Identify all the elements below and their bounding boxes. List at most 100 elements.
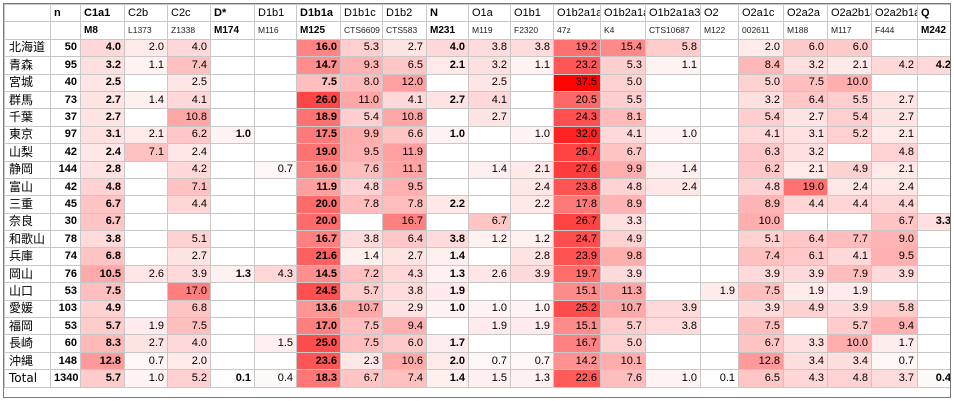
frequency-cell: 2.0 (167, 351, 211, 371)
sample-count: 40 (50, 73, 81, 92)
frequency-cell: 0.1 (700, 369, 739, 388)
frequency-cell: 4.2 (917, 56, 950, 75)
marker-label: M117 (827, 21, 872, 40)
frequency-cell: 12.0 (382, 73, 427, 92)
frequency-cell: 2.6 (124, 264, 168, 284)
frequency-cell (210, 317, 255, 336)
frequency-cell: 19.7 (553, 264, 601, 284)
frequency-cell: 0.1 (210, 369, 255, 388)
frequency-cell: 7.6 (600, 369, 646, 388)
prefecture-name: 福岡 (4, 317, 51, 336)
frequency-cell: 10.1 (600, 351, 646, 371)
frequency-cell: 2.9 (382, 299, 427, 319)
frequency-cell: 7.4 (738, 247, 784, 266)
column-header: O2a2b1a1 (827, 4, 872, 23)
frequency-cell (210, 56, 255, 75)
frequency-cell: 4.8 (738, 177, 784, 197)
frequency-cell (254, 125, 297, 145)
frequency-cell: 2.7 (124, 334, 168, 353)
sample-count: 148 (50, 351, 81, 371)
table-row: 北海道 50 4.0 2.0 4.0 16.0 5.3 2.7 4.0 3.8 3.8 19.2 15.… (4, 38, 950, 58)
frequency-cell: 2.7 (382, 247, 427, 266)
table-row: 長崎 60 8.3 2.7 4.0 1.5 25.0 7.5 6.0 1.7 16.7 5.0 6.7 3… (4, 334, 950, 353)
frequency-cell: 16.7 (382, 212, 427, 232)
frequency-cell: 9.8 (600, 247, 646, 266)
frequency-cell: 1.4 (340, 247, 383, 266)
frequency-cell: 5.3 (340, 38, 383, 58)
frequency-cell: 16.0 (296, 38, 341, 58)
frequency-cell: 4.0 (167, 38, 211, 58)
sample-count: 60 (50, 334, 81, 353)
frequency-cell: 25.0 (296, 334, 341, 353)
frequency-cell: 3.9 (827, 299, 872, 319)
frequency-cell (210, 212, 255, 232)
frequency-cell: 7.9 (827, 264, 872, 284)
frequency-cell: 22.6 (553, 369, 601, 388)
frequency-cell: 1.4 (645, 160, 701, 179)
frequency-cell: 2.7 (167, 247, 211, 266)
table-row: 千葉 37 2.7 10.8 18.9 5.4 10.8 2.7 24.3 8.1 5.4 2.7 5.… (4, 108, 950, 127)
frequency-cell (700, 351, 739, 371)
frequency-cell (700, 317, 739, 336)
frequency-cell: 10.8 (167, 108, 211, 127)
prefecture-name: 富山 (4, 177, 51, 197)
sample-count: 95 (50, 56, 81, 75)
frequency-cell: 5.8 (871, 299, 918, 319)
frequency-cell (124, 230, 168, 249)
frequency-cell: 2.2 (510, 195, 554, 214)
frequency-cell: 7.1 (167, 177, 211, 197)
frequency-cell: 10.0 (827, 73, 872, 92)
frequency-cell (340, 212, 383, 232)
frequency-cell (700, 90, 739, 110)
frequency-cell (871, 38, 918, 58)
prefecture-name: 千葉 (4, 108, 51, 127)
frequency-cell: 6.2 (167, 125, 211, 145)
frequency-cell: 0.4 (917, 369, 950, 388)
frequency-cell: 2.4 (827, 177, 872, 197)
frequency-cell: 3.9 (783, 264, 828, 284)
frequency-cell (510, 108, 554, 127)
frequency-cell: 25.2 (553, 299, 601, 319)
frequency-cell: 5.0 (600, 73, 646, 92)
sample-count: 97 (50, 125, 81, 145)
prefecture-name: 三重 (4, 195, 51, 214)
frequency-cell: 4.2 (167, 160, 211, 179)
frequency-cell: 7.7 (827, 230, 872, 249)
frequency-cell: 9.4 (871, 317, 918, 336)
marker-label: L1373 (124, 21, 168, 40)
frequency-cell: 8.1 (600, 108, 646, 127)
marker-corner (4, 21, 51, 40)
frequency-cell (917, 282, 950, 301)
frequency-cell: 1.7 (426, 334, 469, 353)
frequency-cell (210, 143, 255, 162)
frequency-cell (645, 282, 701, 301)
frequency-cell: 4.1 (468, 90, 511, 110)
frequency-cell: 8.9 (738, 195, 784, 214)
marker-label (50, 21, 81, 40)
frequency-cell: 2.3 (340, 351, 383, 371)
frequency-cell (254, 282, 297, 301)
frequency-cell (124, 177, 168, 197)
frequency-cell (254, 317, 297, 336)
frequency-cell: 2.7 (468, 108, 511, 127)
frequency-cell: 4.9 (80, 299, 125, 319)
frequency-cell: 1.3 (426, 264, 469, 284)
frequency-cell: 5.4 (738, 108, 784, 127)
frequency-cell: 10.5 (80, 264, 125, 284)
frequency-cell (645, 230, 701, 249)
frequency-cell: 10.7 (340, 299, 383, 319)
frequency-cell: 0.7 (468, 351, 511, 371)
frequency-cell (210, 195, 255, 214)
frequency-cell: 2.7 (80, 108, 125, 127)
frequency-cell (468, 125, 511, 145)
frequency-cell: 3.8 (468, 38, 511, 58)
table-row: 富山 42 4.8 7.1 11.9 4.8 9.5 2.4 23.8 4.8 2.4 4.8 19.0… (4, 177, 950, 197)
sample-count: 1340 (50, 369, 81, 388)
frequency-cell: 17.8 (553, 195, 601, 214)
frequency-cell: 3.3 (600, 212, 646, 232)
column-header: Q (917, 4, 950, 23)
frequency-cell (124, 73, 168, 92)
frequency-cell: 14.5 (296, 264, 341, 284)
frequency-cell (510, 282, 554, 301)
frequency-cell: 3.9 (738, 264, 784, 284)
